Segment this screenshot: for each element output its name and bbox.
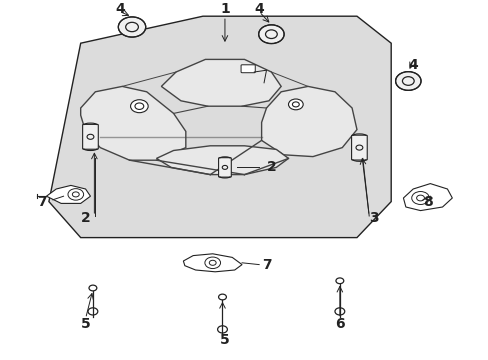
- Circle shape: [335, 278, 343, 284]
- Text: 4: 4: [115, 2, 124, 16]
- Circle shape: [204, 257, 220, 269]
- Polygon shape: [403, 184, 451, 211]
- Circle shape: [218, 294, 226, 300]
- Polygon shape: [81, 86, 185, 160]
- Text: 3: 3: [368, 211, 378, 225]
- Polygon shape: [156, 146, 288, 175]
- Circle shape: [395, 72, 420, 90]
- Text: 5: 5: [81, 317, 90, 331]
- FancyBboxPatch shape: [351, 135, 366, 160]
- Text: 1: 1: [220, 2, 229, 16]
- Polygon shape: [161, 59, 281, 106]
- Polygon shape: [183, 254, 242, 272]
- Polygon shape: [49, 16, 390, 238]
- Text: 2: 2: [81, 211, 90, 225]
- FancyBboxPatch shape: [82, 124, 98, 149]
- Text: 7: 7: [261, 258, 271, 271]
- Text: 2: 2: [266, 161, 276, 174]
- Circle shape: [130, 100, 148, 113]
- Text: 6: 6: [334, 317, 344, 331]
- Circle shape: [288, 99, 303, 110]
- FancyBboxPatch shape: [218, 158, 231, 177]
- Text: 7: 7: [37, 195, 46, 208]
- Circle shape: [411, 192, 428, 204]
- Circle shape: [118, 17, 145, 37]
- Circle shape: [89, 285, 97, 291]
- Text: 4: 4: [254, 2, 264, 16]
- Circle shape: [258, 25, 284, 44]
- Circle shape: [68, 189, 83, 200]
- Polygon shape: [46, 185, 90, 203]
- Polygon shape: [261, 86, 356, 157]
- Text: 5: 5: [220, 333, 229, 347]
- FancyBboxPatch shape: [241, 65, 255, 73]
- Text: 8: 8: [422, 195, 432, 208]
- Text: 4: 4: [407, 58, 417, 72]
